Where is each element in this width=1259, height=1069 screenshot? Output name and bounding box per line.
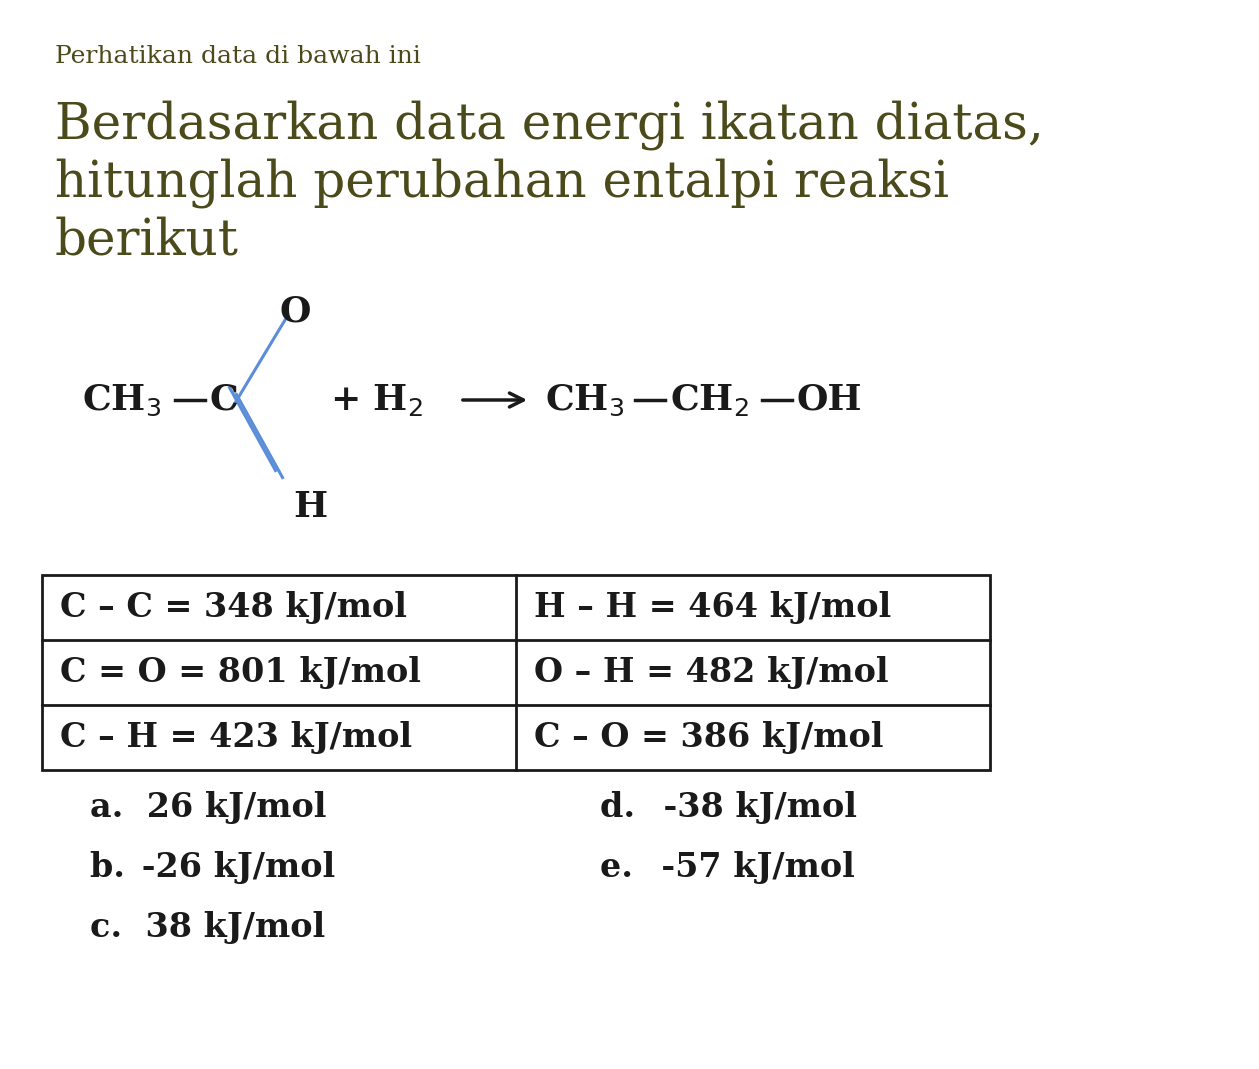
- Text: H – H = 464 kJ/mol: H – H = 464 kJ/mol: [534, 591, 891, 624]
- Text: CH$_3$: CH$_3$: [545, 383, 624, 418]
- Text: Berdasarkan data energi ikatan diatas,: Berdasarkan data energi ikatan diatas,: [55, 100, 1044, 150]
- Text: c.  38 kJ/mol: c. 38 kJ/mol: [89, 912, 325, 945]
- Text: C – H = 423 kJ/mol: C – H = 423 kJ/mol: [60, 721, 412, 754]
- Text: C – O = 386 kJ/mol: C – O = 386 kJ/mol: [534, 721, 884, 754]
- Text: e.  -57 kJ/mol: e. -57 kJ/mol: [601, 852, 855, 884]
- Text: C = O = 801 kJ/mol: C = O = 801 kJ/mol: [60, 656, 421, 690]
- Text: C – C = 348 kJ/mol: C – C = 348 kJ/mol: [60, 591, 407, 624]
- Text: b. -26 kJ/mol: b. -26 kJ/mol: [89, 852, 335, 884]
- Text: CH$_3$: CH$_3$: [82, 383, 161, 418]
- Text: OH: OH: [797, 383, 862, 417]
- Text: CH$_2$: CH$_2$: [670, 382, 749, 418]
- Text: + H$_2$: + H$_2$: [330, 382, 423, 418]
- Text: O – H = 482 kJ/mol: O – H = 482 kJ/mol: [534, 656, 889, 690]
- Text: d.  -38 kJ/mol: d. -38 kJ/mol: [601, 791, 857, 824]
- Text: berikut: berikut: [55, 216, 239, 265]
- Bar: [42, 575, 990, 770]
- Text: hitunglah perubahan entalpi reaksi: hitunglah perubahan entalpi reaksi: [55, 158, 949, 208]
- Text: a.  26 kJ/mol: a. 26 kJ/mol: [89, 791, 326, 824]
- Text: C: C: [210, 383, 239, 417]
- Text: H: H: [293, 490, 327, 524]
- Text: O: O: [279, 295, 311, 329]
- Text: Perhatikan data di bawah ini: Perhatikan data di bawah ini: [55, 45, 421, 68]
